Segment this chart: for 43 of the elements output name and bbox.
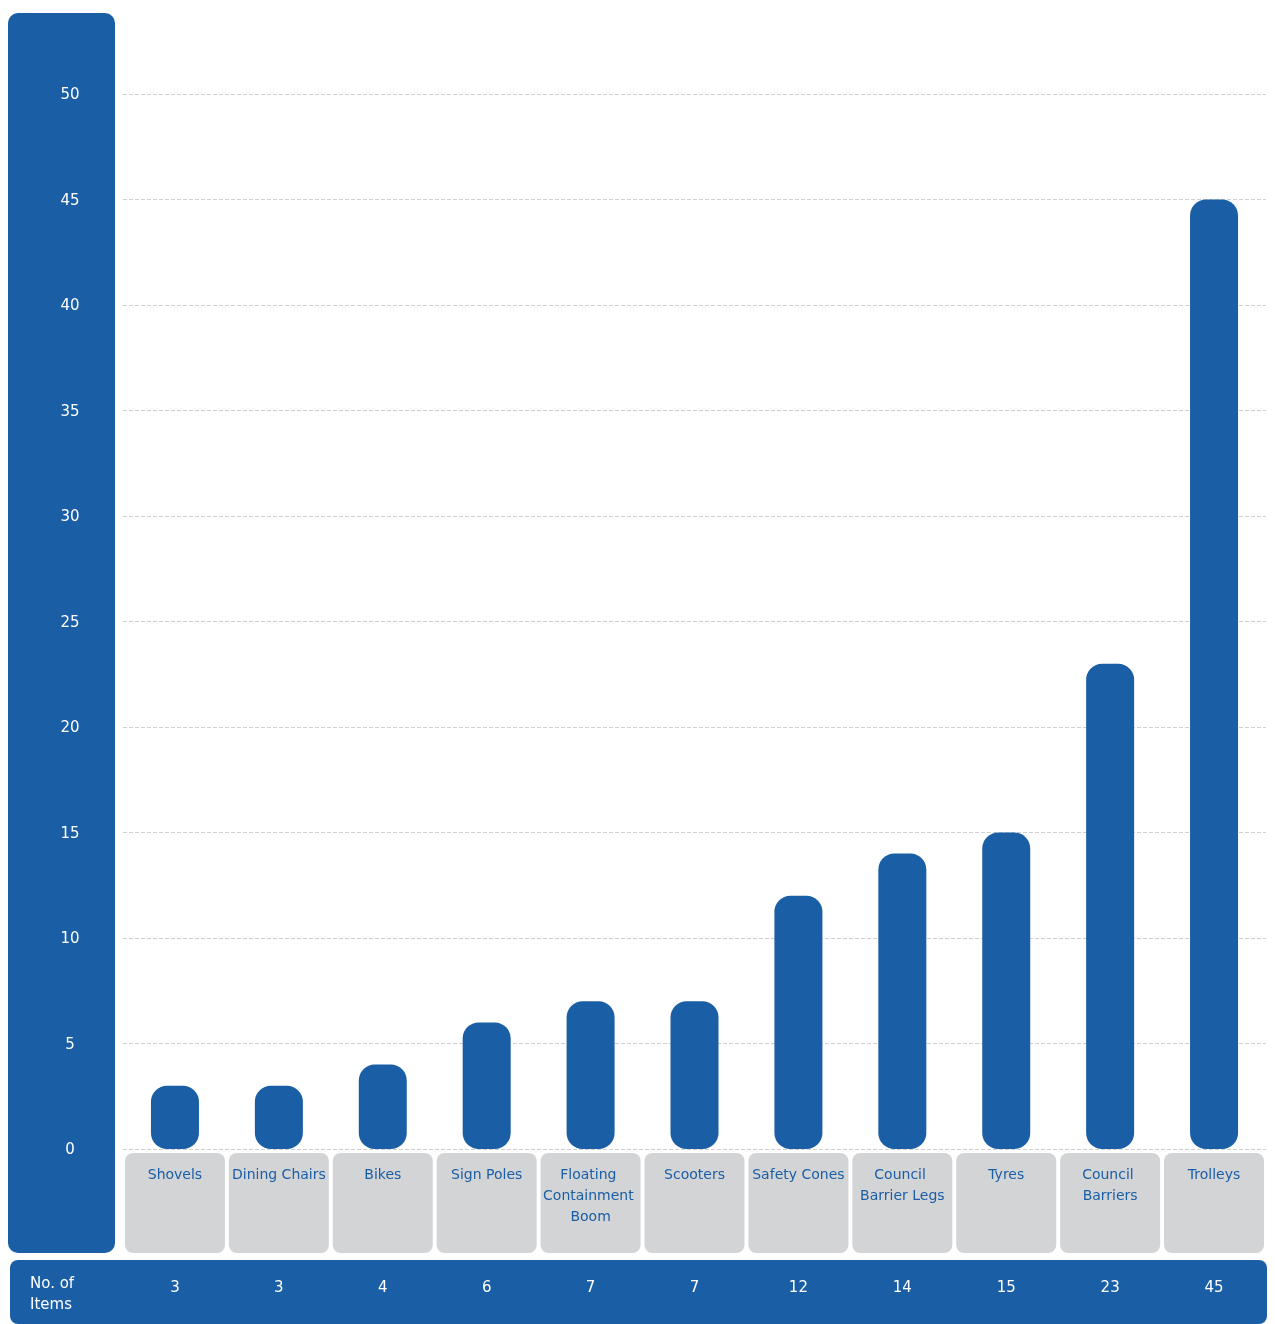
y-tick-label: 50 [60,85,80,103]
data-label: 7 [689,1277,700,1296]
data-label: 4 [378,1277,388,1296]
data-label: 15 [996,1277,1016,1296]
y-tick-label: 25 [60,612,80,631]
x-tick-label: Council Barrier Legs [860,1165,945,1203]
data-label: 3 [170,1277,180,1296]
data-label: 45 [1204,1277,1224,1296]
y-tick-label: 35 [60,401,80,420]
y-tick-label: 45 [60,190,80,209]
bar [982,832,1031,1149]
data-label: 23 [1100,1277,1120,1296]
bar [566,1001,615,1149]
y-tick-label: 5 [65,1034,75,1053]
bar [1190,199,1239,1149]
bar [358,1064,407,1149]
x-tick-label: Scooters [664,1165,725,1182]
x-tick-label: Sign Poles [451,1165,523,1182]
y-tick-label: 0 [65,1140,75,1158]
y-tick-label: 15 [60,823,80,842]
bar [462,1022,511,1149]
y-tick-label: 10 [60,929,80,947]
y-tick-label: 20 [60,718,80,736]
x-tick-label: Floating Containment Boom [543,1165,639,1224]
text: No. of Items [30,1273,79,1313]
x-tick-label: Tyres [987,1165,1025,1182]
data-label: 14 [892,1277,912,1296]
data-label: 7 [585,1277,596,1296]
y-tick-label: 40 [60,296,80,314]
x-tick-label: Trolleys [1186,1165,1241,1182]
x-tick-label: Safety Cones [752,1165,845,1182]
bar [670,1001,719,1149]
data-label: 6 [481,1277,492,1296]
bar [1086,663,1135,1149]
data-label: 12 [788,1277,808,1296]
x-tick-label: Shovels [147,1165,203,1182]
x-tick-label: Council Barriers [1082,1165,1139,1203]
bar [774,895,823,1149]
y-tick-label: 30 [60,507,80,525]
bar [878,853,927,1149]
data-label: 3 [274,1277,284,1296]
x-tick-label: Bikes [364,1165,402,1182]
x-tick-label: Dining Chairs [231,1165,326,1182]
